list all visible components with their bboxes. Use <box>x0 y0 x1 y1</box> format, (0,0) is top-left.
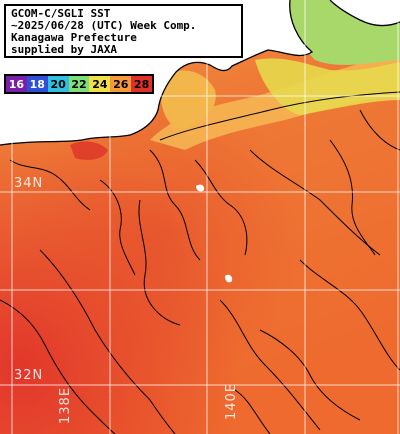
contour-line <box>259 329 361 421</box>
legend-cell-22: 22 <box>68 76 90 92</box>
contour-line <box>9 159 91 211</box>
contour-line <box>299 259 400 371</box>
land-islet <box>212 56 223 66</box>
legend-cell-20: 20 <box>47 76 69 92</box>
temperature-legend: 16 18 20 22 24 26 28 <box>4 74 154 94</box>
title-line-product: GCOM-C/SGLI SST <box>11 7 111 20</box>
warm-patch-northwest <box>70 141 108 160</box>
contour-line <box>0 299 116 434</box>
title-line-credit: supplied by JAXA <box>11 43 117 56</box>
lat-label-34n: 34N <box>14 176 44 191</box>
legend-cell-18: 18 <box>26 76 48 92</box>
contour-line <box>194 159 248 256</box>
sagami-bay-zone <box>160 70 216 130</box>
contour-line <box>159 91 400 141</box>
title-line-region: Kanagawa Prefecture <box>11 31 137 44</box>
contour-line <box>219 299 321 431</box>
legend-cell-28: 28 <box>131 76 153 92</box>
lat-label-32n: 32N <box>14 368 44 383</box>
lon-label-140e: 140E <box>224 382 239 420</box>
contour-line <box>149 149 201 261</box>
title-line-date: ~2025/06/28 (UTC) Week Comp. <box>11 19 197 32</box>
contour-line <box>138 199 181 326</box>
isotherm-contours <box>0 91 400 434</box>
contour-line <box>249 149 381 256</box>
coastline-east <box>329 0 400 27</box>
contour-line <box>329 139 376 256</box>
land-island-oshima <box>196 184 205 192</box>
legend-cell-16: 16 <box>6 76 27 92</box>
contour-line <box>359 109 400 151</box>
contour-line <box>39 249 176 434</box>
bay-yellow-zone <box>255 58 400 115</box>
land-boso <box>330 0 400 26</box>
coastline <box>0 0 314 146</box>
title-box: GCOM-C/SGLI SST ~2025/06/28 (UTC) Week C… <box>4 4 243 58</box>
land-island-small <box>225 274 233 283</box>
contour-line <box>234 389 271 434</box>
lon-label-138e: 138E <box>58 386 73 424</box>
contour-line <box>99 179 136 276</box>
legend-cell-26: 26 <box>110 76 132 92</box>
legend-cell-24: 24 <box>89 76 111 92</box>
